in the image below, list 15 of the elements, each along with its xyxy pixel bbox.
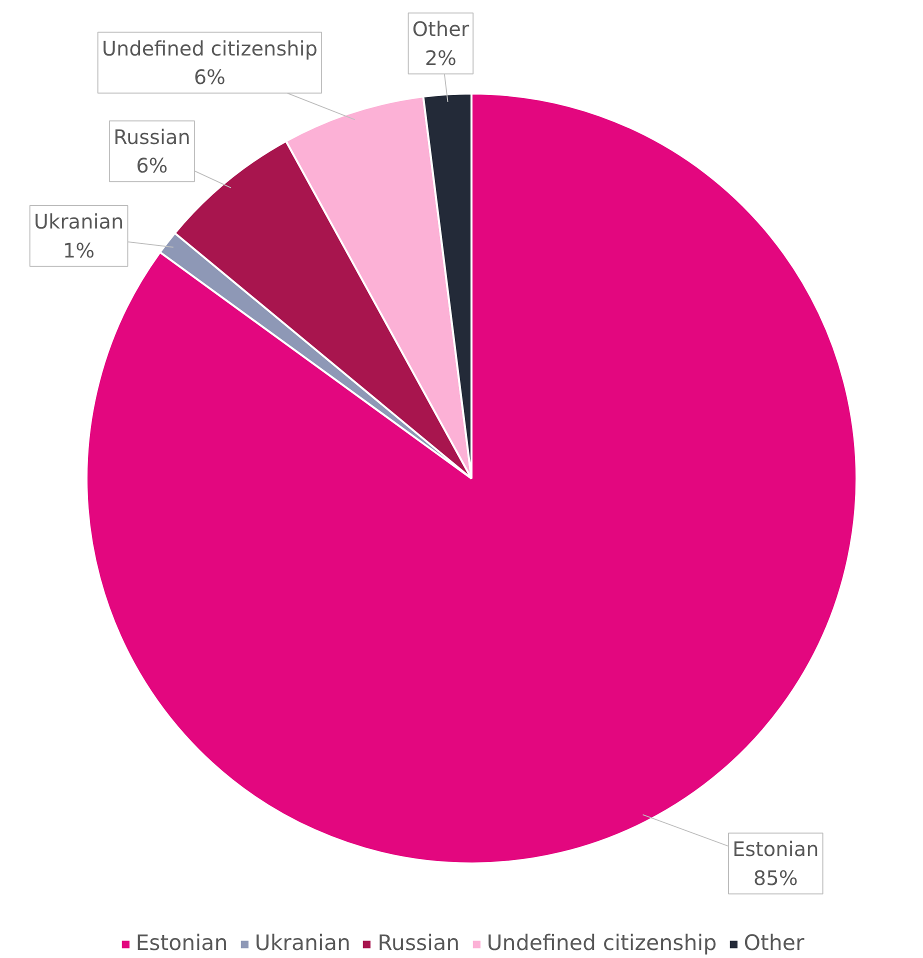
legend-label: Other [744, 931, 804, 956]
data-label: 1% [62, 238, 95, 262]
data-label: 2% [424, 46, 457, 70]
legend-label: Ukranian [254, 931, 351, 956]
data-label: 6% [194, 65, 226, 90]
legend-label: Estonian [136, 931, 228, 956]
slice-label: Estonian [732, 837, 819, 862]
slice-label: Undefined citizenship [102, 36, 318, 60]
slice-label: Other [412, 17, 470, 42]
slice-label: Ukranian [34, 210, 124, 234]
data-label: 6% [136, 154, 168, 178]
legend-label: Russian [378, 931, 460, 956]
data-label: 85% [753, 866, 798, 890]
legend-label: Undefined citizenship [486, 931, 717, 956]
slice-label: Russian [113, 124, 190, 149]
